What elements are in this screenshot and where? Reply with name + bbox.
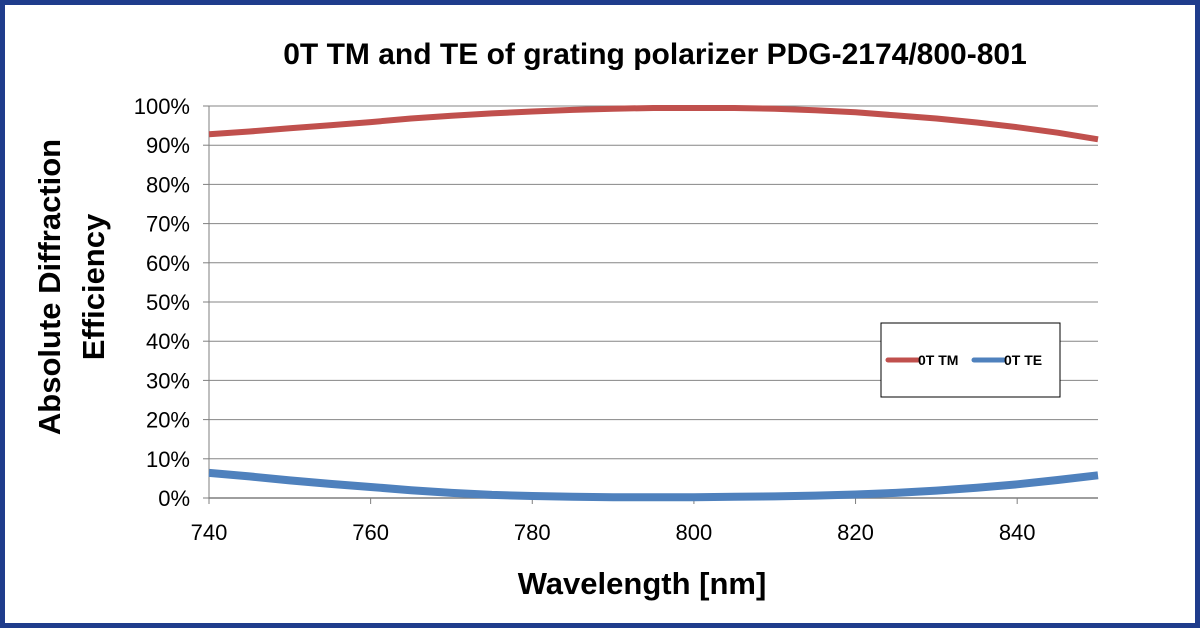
- series-line-0t-tm: [208, 105, 1099, 143]
- y-axis-label-line-1: Absolute Diffraction: [32, 139, 67, 435]
- y-tick-label: 80%: [146, 172, 190, 197]
- x-tick-label: 740: [191, 520, 228, 545]
- y-tick-label: 70%: [146, 212, 190, 237]
- y-axis-label: Absolute Diffraction Efficiency: [32, 139, 111, 435]
- legend: 0T TM 0T TE: [880, 322, 1061, 398]
- legend-label-te: 0T TE: [1004, 352, 1042, 368]
- x-tick-label: 760: [352, 520, 389, 545]
- x-axis-ticks: 740 760 780 800 820 840: [191, 520, 1036, 545]
- legend-label-tm: 0T TM: [918, 352, 958, 368]
- series-line-0t-te: [208, 468, 1099, 502]
- y-axis-label-line-2: Efficiency: [76, 213, 111, 360]
- y-tick-label: 40%: [146, 329, 190, 354]
- y-tick-label: 50%: [146, 290, 190, 315]
- y-tick-label: 60%: [146, 251, 190, 276]
- y-tick-label: 20%: [146, 408, 190, 433]
- x-tick-label: 800: [676, 520, 713, 545]
- y-tick-label: 10%: [146, 447, 190, 472]
- x-tick-label: 840: [999, 520, 1036, 545]
- y-tick-label: 30%: [146, 368, 190, 393]
- chart-title: 0T TM and TE of grating polarizer PDG-21…: [283, 38, 1027, 71]
- x-tick-label: 780: [514, 520, 551, 545]
- y-tick-label: 100%: [134, 94, 190, 119]
- y-axis-ticks: 0% 10% 20% 30% 40% 50% 60% 70% 80% 90% 100%: [134, 94, 190, 511]
- series-lines: [208, 105, 1099, 502]
- y-tick-label: 0%: [158, 486, 190, 511]
- gridlines: [203, 105, 1098, 504]
- y-tick-label: 90%: [146, 133, 190, 158]
- x-tick-label: 820: [837, 520, 874, 545]
- x-axis-label: Wavelength [nm]: [518, 566, 767, 601]
